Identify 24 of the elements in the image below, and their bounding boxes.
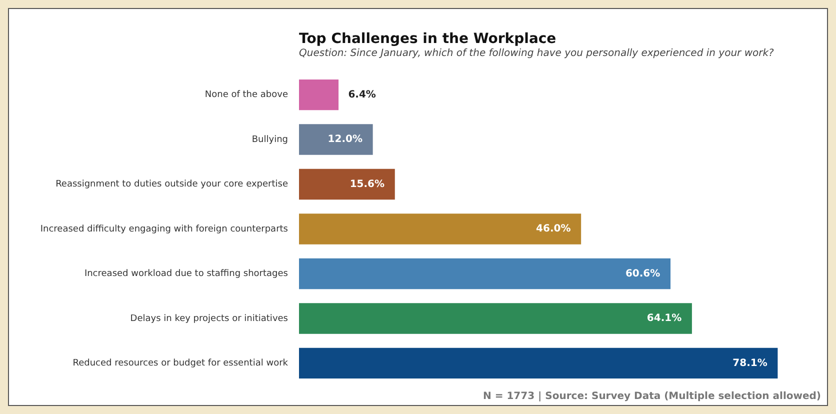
data-label: 15.6% bbox=[350, 178, 385, 190]
bar bbox=[299, 214, 582, 244]
bar bbox=[299, 303, 692, 334]
bar bbox=[299, 79, 339, 110]
bar bbox=[299, 348, 778, 379]
bar bbox=[299, 258, 671, 290]
data-label: 12.0% bbox=[328, 134, 362, 146]
y-tick-label: Bullying bbox=[252, 134, 288, 145]
chart-subtitle: Question: Since January, which of the following have you personally experienced in your work? bbox=[299, 48, 774, 59]
text: N = 1773 | Source: Survey Data (Multiple selection allowed) bbox=[483, 391, 821, 402]
bar bbox=[299, 124, 373, 155]
data-label: 46.0% bbox=[536, 224, 571, 235]
data-label: 60.6% bbox=[625, 268, 660, 280]
y-tick-label: None of the above bbox=[204, 90, 288, 100]
y-tick-label: Increased difficulty engaging with foreign counterparts bbox=[40, 224, 288, 234]
data-label: 64.1% bbox=[646, 313, 682, 324]
y-tick-label: Delays in key projects or initiatives bbox=[130, 314, 288, 324]
data-label: 6.4% bbox=[348, 89, 376, 100]
y-tick-label: Reassignment to duties outside your core expertise bbox=[56, 180, 288, 190]
chart-title: Top Challenges in the Workplace bbox=[299, 31, 556, 47]
bar bbox=[299, 168, 395, 200]
y-tick-label: Reduced resources or budget for essential work bbox=[72, 358, 289, 369]
y-tick-label: Increased workload due to staffing shortages bbox=[84, 269, 288, 280]
data-label: 78.1% bbox=[732, 358, 768, 369]
